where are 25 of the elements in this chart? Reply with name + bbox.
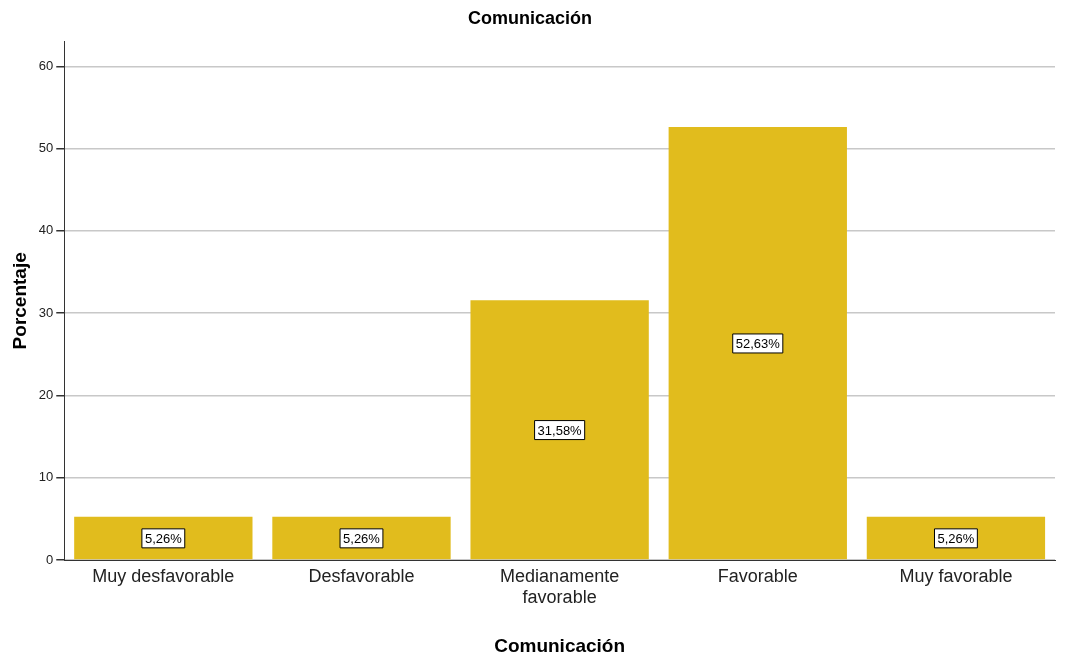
x-tick-label: Medianamente favorable <box>500 565 620 608</box>
data-label: 5,26% <box>343 530 381 546</box>
data-label: 5,26% <box>937 530 975 546</box>
y-tick-label: 10 <box>38 469 54 485</box>
y-tick-label: 40 <box>38 222 54 238</box>
x-axis-title: Comunicación <box>494 634 626 656</box>
y-tick-label: 0 <box>46 551 54 567</box>
chart-title: Comunicación <box>467 7 593 28</box>
bar <box>866 516 1046 560</box>
bar <box>74 516 253 560</box>
y-tick-label: 50 <box>38 140 54 156</box>
y-tick-label: 30 <box>38 304 54 320</box>
x-tick-label: Muy desfavorable <box>92 565 235 586</box>
bar <box>668 126 847 560</box>
x-tick-label: Muy favorable <box>899 565 1013 586</box>
y-tick-label: 60 <box>38 57 54 73</box>
y-tick-label: 20 <box>38 387 54 403</box>
bar <box>470 300 649 560</box>
x-tick-label: Favorable <box>717 565 798 586</box>
x-tick-label: Desfavorable <box>308 565 415 586</box>
data-label: 52,63% <box>735 336 781 352</box>
data-label: 5,26% <box>144 530 183 546</box>
data-label: 31,58% <box>537 422 583 438</box>
bar <box>272 516 451 560</box>
y-axis-title: Porcentaje <box>8 252 30 350</box>
